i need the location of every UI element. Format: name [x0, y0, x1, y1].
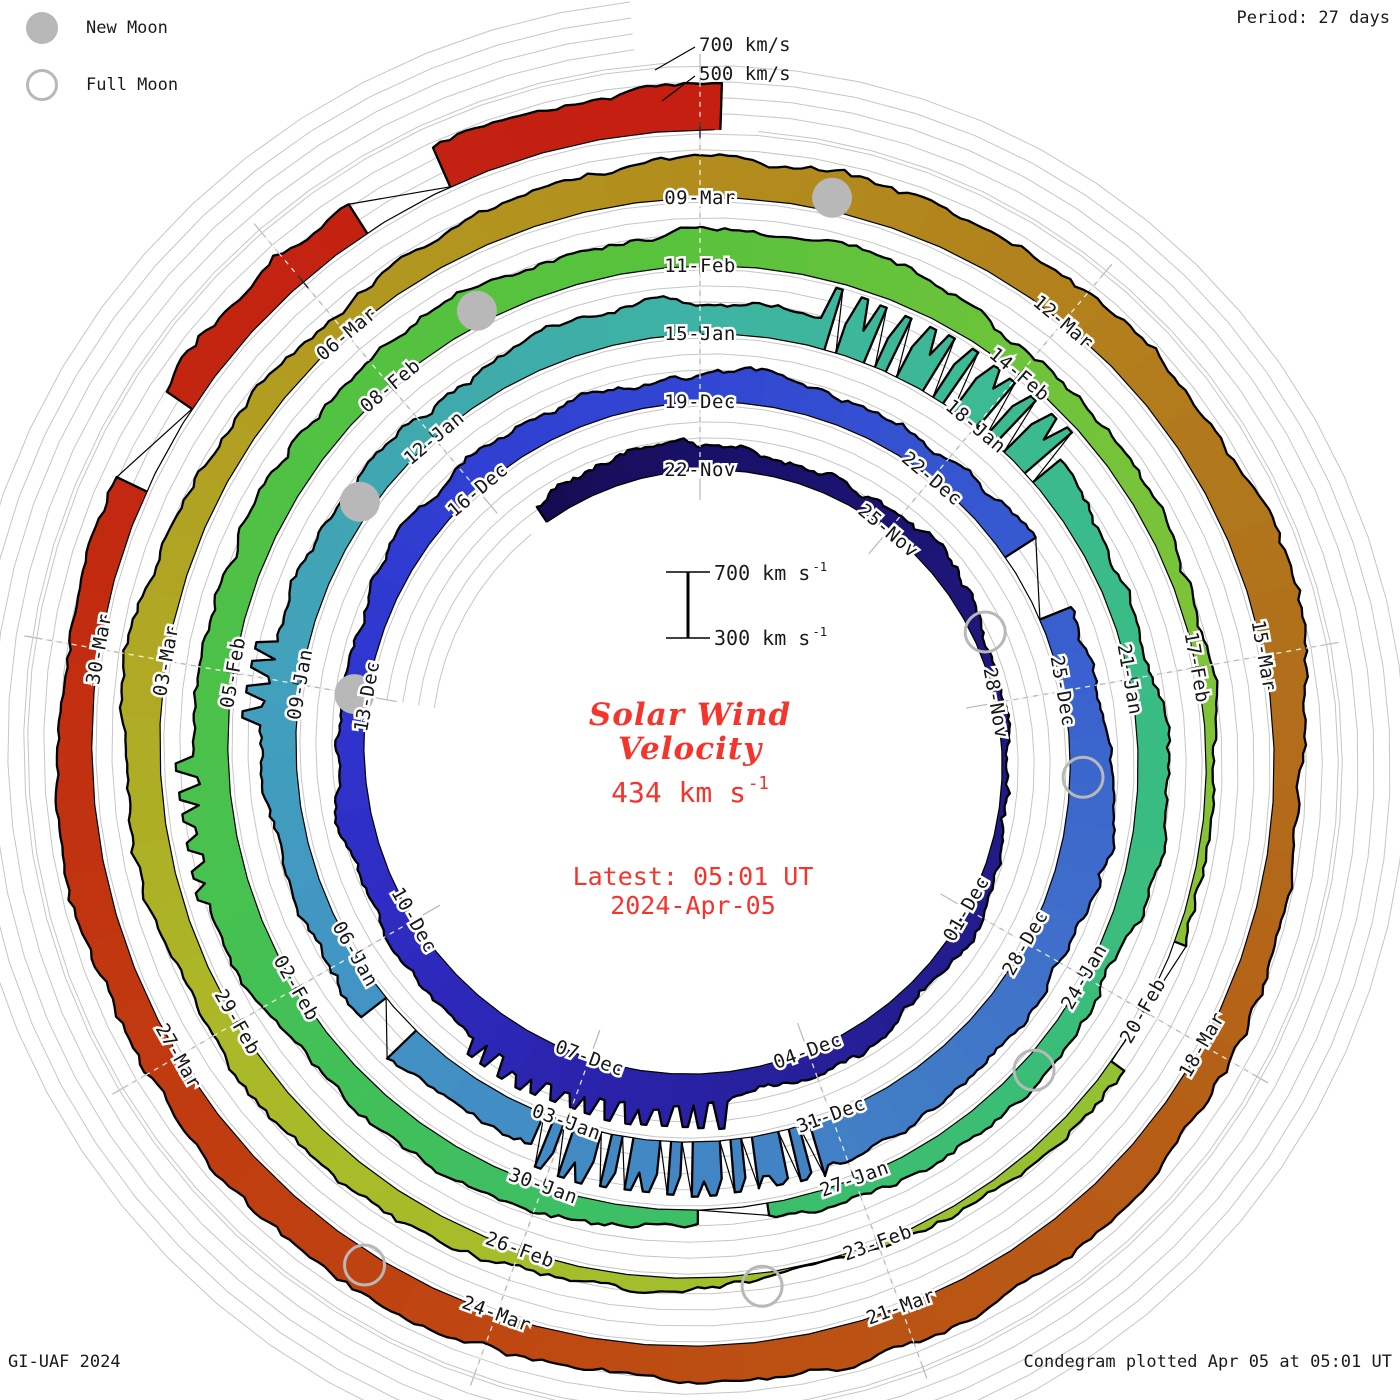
- date-label: 11-Feb: [664, 255, 736, 277]
- scale-low-label: 300 km s -1: [714, 624, 828, 650]
- full-moon-marker: [1012, 1048, 1056, 1092]
- full-moon-marker: [963, 610, 1007, 654]
- period-label: Period: 27 days: [1236, 8, 1390, 28]
- axis-leader-lines: [654, 46, 696, 102]
- full-moon-icon: [26, 69, 58, 101]
- moon-markers: [334, 177, 1105, 1308]
- footer-credit: GI-UAF 2024: [8, 1352, 121, 1372]
- scale-high-label: 700 km s -1: [714, 559, 828, 585]
- date-label: 15-Jan: [664, 323, 736, 345]
- velocity-outline: [54, 81, 1309, 1385]
- new-moon-marker: [812, 177, 853, 218]
- latest-line2: 2024-Apr-05: [610, 891, 776, 920]
- footer-plotted: Condegram plotted Apr 05 at 05:01 UT: [1023, 1352, 1392, 1372]
- legend-new-moon: New Moon: [26, 12, 168, 44]
- full-moon-label: Full Moon: [86, 75, 179, 95]
- date-label: 23-Feb: [840, 1220, 915, 1265]
- full-moon-marker: [1061, 755, 1105, 799]
- latest-line1: Latest: 05:01 UT: [572, 862, 814, 891]
- latest-timestamp: Latest: 05:01 UT 2024-Apr-05: [393, 862, 993, 920]
- date-label: 17-Feb: [1180, 630, 1214, 704]
- full-moon-marker: [740, 1264, 784, 1308]
- new-moon-marker: [339, 481, 380, 522]
- date-label: 09-Mar: [664, 187, 736, 209]
- new-moon-icon: [26, 12, 58, 44]
- date-label: 22-Nov: [664, 459, 736, 481]
- scale-bar: [666, 571, 710, 639]
- new-moon-marker: [334, 674, 375, 715]
- new-moon-marker: [456, 290, 497, 331]
- tick-marks: [38, 67, 1325, 1373]
- title-line1: Solar Wind: [588, 697, 792, 733]
- velocity-readout: 434 km s -1: [611, 774, 769, 809]
- chart-title: Solar Wind Velocity: [390, 698, 990, 766]
- date-label: 20-Feb: [1116, 974, 1171, 1047]
- title-line2: Velocity: [617, 731, 763, 767]
- date-label: 19-Dec: [664, 391, 736, 413]
- legend-full-moon: Full Moon: [26, 69, 178, 101]
- axis-label-700: 700 km/s: [699, 34, 791, 56]
- new-moon-label: New Moon: [86, 18, 168, 38]
- baseline: [91, 129, 1275, 1347]
- axis-label-500: 500 km/s: [699, 63, 791, 85]
- full-moon-marker: [343, 1243, 387, 1287]
